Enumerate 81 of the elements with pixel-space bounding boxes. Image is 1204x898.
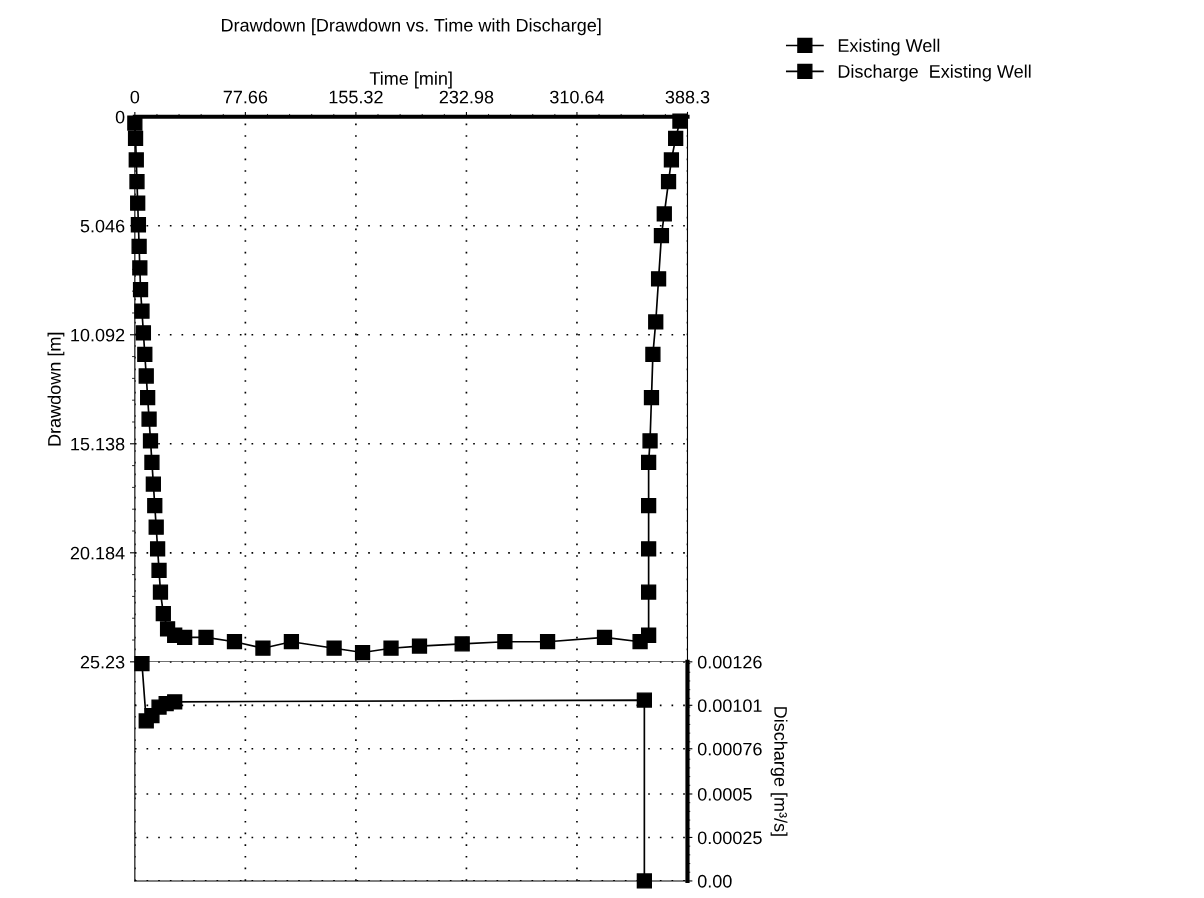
point: [255, 640, 271, 656]
y-tick-label: 0.00126: [697, 655, 762, 669]
point: [177, 629, 193, 646]
y-axis-title: Discharge [m³/s]: [770, 707, 788, 836]
y-tick-label: 0.00076: [697, 742, 762, 756]
point: [596, 629, 613, 646]
point: [140, 389, 156, 406]
point: [656, 206, 672, 222]
point: [668, 130, 684, 146]
x-tick-label: 77.66: [223, 90, 268, 104]
point: [640, 541, 657, 557]
point: [144, 454, 160, 471]
point: [141, 411, 157, 427]
x-tick-label: 310.64: [550, 90, 605, 104]
point: [132, 260, 148, 276]
point: [354, 644, 371, 661]
point: [640, 584, 657, 600]
y-axis-title: Drawdown [m]: [47, 332, 65, 446]
point: [226, 634, 243, 650]
point: [663, 152, 680, 168]
y-tick-label: 25.23: [80, 655, 125, 669]
point: [151, 562, 167, 579]
point: [640, 454, 657, 471]
point: [326, 640, 342, 656]
point: [149, 541, 166, 557]
y-tick-label: 15.138: [71, 437, 125, 451]
y-tick-label: 0: [115, 110, 125, 124]
point: [135, 325, 152, 341]
point: [650, 271, 667, 287]
x-tick-label: 0: [130, 90, 140, 104]
point: [640, 627, 657, 643]
y-tick-label: 0.00: [697, 874, 732, 888]
point: [134, 655, 150, 672]
point: [138, 368, 154, 384]
point: [127, 115, 143, 131]
point: [134, 303, 150, 319]
point: [145, 476, 161, 492]
point: [640, 497, 657, 514]
point: [648, 314, 664, 330]
point: [539, 634, 556, 650]
point: [642, 433, 658, 449]
point: [198, 629, 214, 646]
point: [148, 519, 164, 535]
point: [142, 433, 159, 449]
point: [155, 606, 171, 622]
point: [636, 873, 653, 889]
point: [411, 638, 428, 654]
point: [653, 227, 670, 244]
point: [137, 346, 153, 363]
point: [454, 636, 470, 652]
point: [129, 173, 145, 190]
x-tick-label: 232.98: [439, 90, 494, 104]
point: [636, 692, 653, 708]
point: [672, 113, 688, 129]
point: [130, 217, 147, 233]
point: [131, 238, 147, 255]
point: [383, 640, 399, 656]
point: [132, 281, 149, 298]
point: [127, 130, 144, 146]
y-tick-label: 0.00101: [697, 699, 762, 713]
x-axis-title: Time [min]: [369, 71, 452, 89]
point: [152, 584, 169, 600]
point: [147, 497, 163, 514]
chart-title: Drawdown [Drawdown vs. Time with Discharge]: [222, 18, 601, 36]
point: [660, 173, 677, 190]
point: [167, 694, 183, 710]
y-tick-label: 0.0005: [697, 787, 752, 801]
y-tick-label: 5.046: [80, 219, 125, 233]
x-tick-label: 388.3: [665, 90, 710, 104]
point: [130, 195, 146, 211]
x-tick-label: 155.32: [329, 90, 383, 104]
legend-label: Existing Well: [838, 38, 940, 56]
point: [643, 389, 660, 406]
y-tick-label: 10.092: [71, 328, 125, 342]
y-tick-label: 20.184: [70, 546, 125, 560]
legend-label: Discharge Existing Well: [838, 64, 1031, 82]
point: [283, 634, 300, 650]
y-tick-label: 0.00025: [697, 831, 762, 845]
point: [645, 346, 661, 363]
point: [497, 634, 513, 650]
point: [128, 152, 144, 168]
